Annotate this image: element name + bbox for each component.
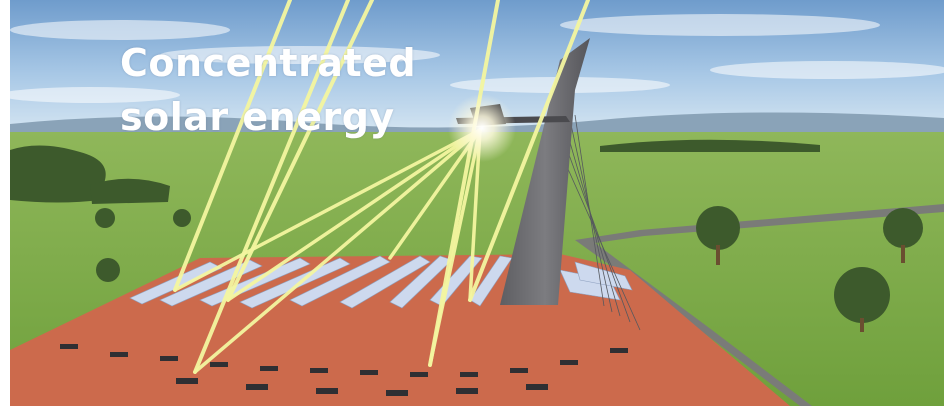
solar-tower xyxy=(554,114,641,331)
tower-shaft xyxy=(500,38,590,305)
tree-clusters xyxy=(10,139,923,332)
heliostat-stands xyxy=(60,344,628,396)
caption-line-2: solar energy xyxy=(120,95,395,139)
receiver-glow xyxy=(448,94,516,162)
caption-line-1: Concentrated xyxy=(120,41,417,85)
